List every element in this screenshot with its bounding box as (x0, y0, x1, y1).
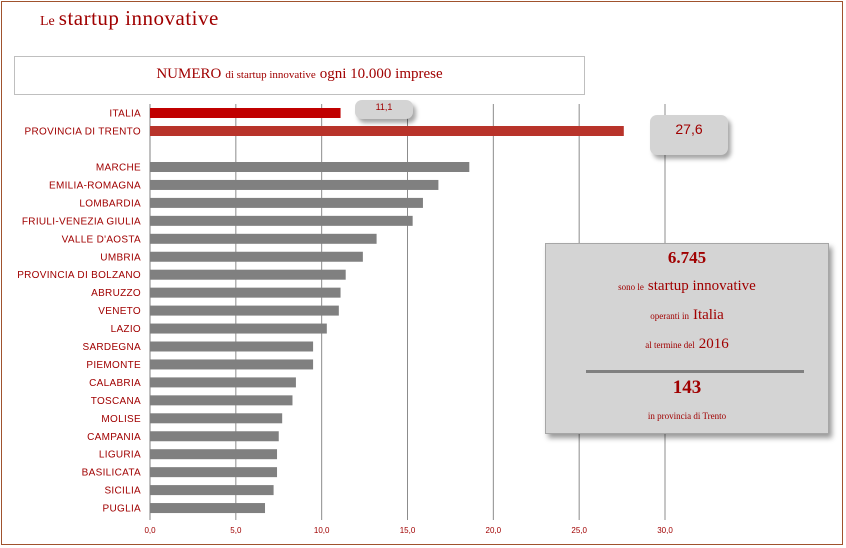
bar (150, 108, 341, 118)
bar (150, 287, 341, 298)
bar (150, 413, 283, 424)
category-label: PROVINCIA DI BOLZANO (17, 270, 141, 281)
info-line-italia-big: Italia (692, 307, 724, 323)
x-tick-label: 5,0 (230, 526, 242, 535)
x-tick-label: 10,0 (314, 526, 330, 535)
info-line-italia: operanti in Italia (546, 306, 828, 324)
bar (150, 233, 377, 244)
page-title-prefix: Le (40, 14, 55, 29)
category-label: ABRUZZO (91, 288, 141, 299)
callout-italia-value: 11,1 (375, 102, 393, 112)
category-label: ITALIA (109, 109, 141, 120)
category-label: SICILIA (104, 486, 141, 497)
category-label: VALLE D'AOSTA (62, 234, 141, 245)
info-separator (586, 370, 804, 373)
info-line-startup-big: startup innovative (647, 278, 756, 294)
info-line-year: al termine del 2016 (546, 335, 828, 353)
category-label: VENETO (98, 306, 141, 317)
category-label: EMILIA-ROMAGNA (49, 180, 141, 191)
category-label: CAMPANIA (87, 432, 141, 443)
category-label: FRIULI-VENEZIA GIULIA (22, 216, 141, 227)
category-label: MOLISE (101, 414, 141, 425)
bar (150, 341, 314, 352)
callout-trento: 27,6 (650, 115, 728, 155)
category-label: LAZIO (111, 324, 141, 335)
x-tick-label: 0,0 (144, 526, 156, 535)
bar (150, 251, 363, 262)
category-label: TOSCANA (91, 396, 141, 407)
bar (150, 269, 346, 280)
category-label: UMBRIA (100, 252, 141, 263)
info-box: 6.745 sono le startup innovative operant… (545, 243, 829, 434)
bar (150, 359, 314, 370)
info-line-trento: in provincia di Trento (647, 411, 727, 421)
category-label: PUGLIA (103, 504, 142, 515)
chart-title: NUMERO di startup innovative ogni 10.000… (14, 56, 585, 95)
bar (150, 197, 423, 208)
bar (150, 395, 293, 406)
category-label: LOMBARDIA (79, 198, 141, 209)
category-label: SARDEGNA (82, 342, 141, 353)
bar (150, 305, 339, 316)
bar (150, 179, 439, 190)
chart-title-part2: di startup innovative (225, 69, 316, 81)
info-number-trento: 143 (672, 377, 702, 398)
info-line-year-small: al termine del (645, 340, 695, 350)
bar (150, 485, 274, 496)
bar (150, 215, 413, 226)
info-line-year-big: 2016 (698, 336, 729, 352)
info-number-italy: 6.745 (667, 248, 707, 267)
category-label: PIEMONTE (86, 360, 141, 371)
bar (150, 503, 266, 514)
bar (150, 449, 278, 460)
category-label: LIGURIA (99, 450, 141, 461)
bar (150, 323, 327, 334)
info-line-startup: sono le startup innovative (546, 277, 828, 295)
callout-italia: 11,1 (355, 100, 413, 119)
chart-title-part1: NUMERO (156, 66, 222, 82)
x-tick-label: 15,0 (400, 526, 416, 535)
bar (150, 126, 624, 136)
callout-trento-value: 27,6 (675, 121, 703, 137)
bar (150, 431, 279, 442)
category-label: CALABRIA (89, 378, 141, 389)
x-tick-label: 30,0 (657, 526, 673, 535)
x-tick-label: 25,0 (571, 526, 587, 535)
x-tick-label: 20,0 (486, 526, 502, 535)
category-label: PROVINCIA DI TRENTO (25, 127, 141, 138)
page-title-main: startup innovative (58, 6, 219, 30)
page-title: Le startup innovative (40, 6, 219, 31)
bar (150, 467, 278, 478)
category-label: BASILICATA (82, 468, 141, 479)
bar (150, 377, 296, 388)
info-line-italia-small: operanti in (650, 311, 689, 321)
info-line-startup-small: sono le (618, 282, 644, 292)
chart-title-part3: ogni 10.000 imprese (319, 66, 443, 82)
category-label: MARCHE (96, 163, 141, 174)
bar (150, 162, 470, 172)
